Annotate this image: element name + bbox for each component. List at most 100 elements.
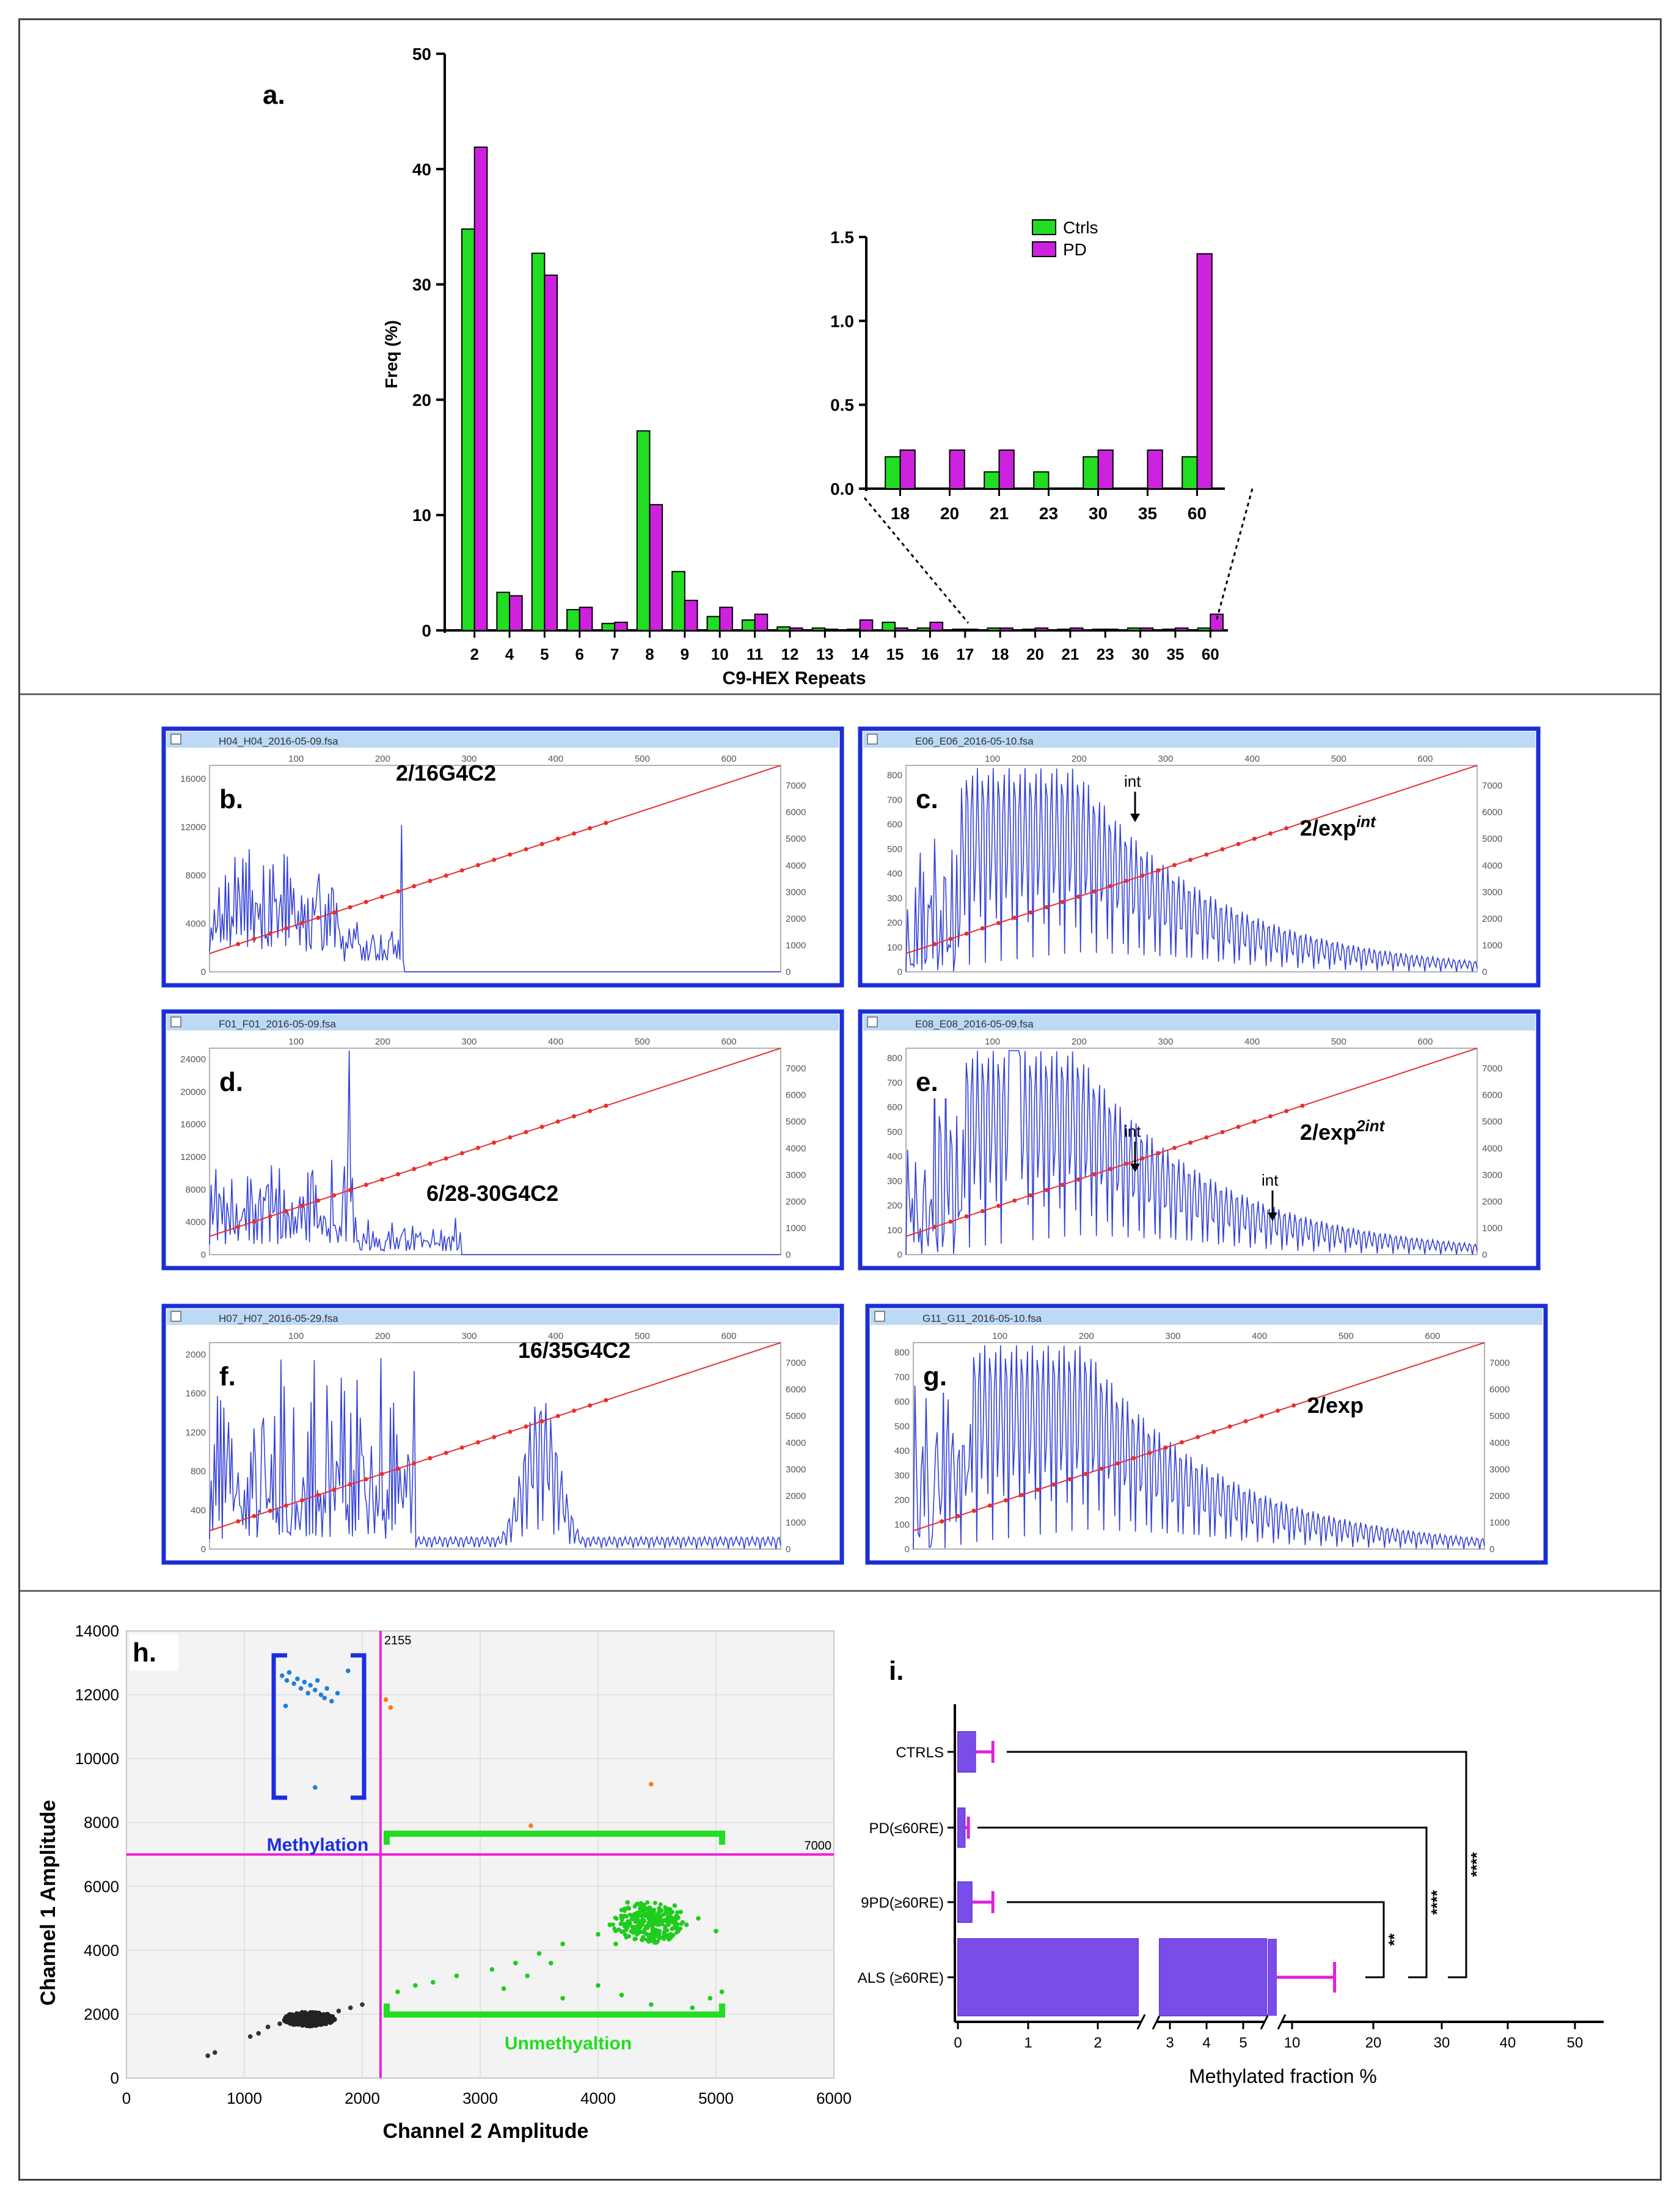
panel_f-size-dot bbox=[540, 1419, 544, 1423]
panel_g-right-tick: 7000 bbox=[1489, 1358, 1510, 1368]
panel_g-size-dot bbox=[972, 1509, 976, 1513]
panel_e-size-dot bbox=[948, 1219, 952, 1223]
panel_d-size-dot bbox=[444, 1156, 448, 1161]
panel_e-size-dot bbox=[1300, 1104, 1304, 1108]
panel_e-left-tick: 200 bbox=[887, 1201, 902, 1211]
panel_f-right-tick: 2000 bbox=[786, 1491, 806, 1501]
panel_d-top-tick: 400 bbox=[548, 1037, 563, 1047]
panel_b-size-dot bbox=[380, 894, 384, 899]
panel_c-top-tick: 500 bbox=[1331, 754, 1346, 764]
panel_d-right-tick: 3000 bbox=[786, 1170, 806, 1180]
panel_e-top-tick: 100 bbox=[985, 1037, 1000, 1047]
panel_f-top-tick: 300 bbox=[461, 1331, 477, 1341]
panel_b-top-tick: 600 bbox=[721, 754, 736, 764]
panel_c-left-tick: 800 bbox=[887, 770, 902, 781]
panel_c-top-tick: 100 bbox=[985, 754, 1000, 764]
panel_f-size-dot bbox=[268, 1509, 272, 1513]
panel_g-checkbox bbox=[875, 1311, 885, 1321]
panel_g-size-dot bbox=[1004, 1498, 1008, 1503]
panel_f-top-tick: 200 bbox=[375, 1331, 390, 1341]
panel_d-right-tick: 1000 bbox=[786, 1223, 806, 1233]
panel_c-size-dot bbox=[1124, 879, 1128, 883]
panel_b-size-dot bbox=[460, 868, 464, 872]
panel_d-filename: F01_F01_2016-05-09.fsa bbox=[219, 1018, 336, 1030]
panel_g-left-tick: 700 bbox=[894, 1372, 910, 1382]
panel_g-left-tick: 0 bbox=[905, 1544, 910, 1555]
panel_d-size-dot bbox=[492, 1140, 496, 1145]
panel_c-right-tick: 5000 bbox=[1482, 834, 1502, 844]
panel_c-right-tick: 3000 bbox=[1482, 887, 1502, 897]
panel_b-left-tick: 0 bbox=[201, 967, 206, 977]
panel_c-size-dot bbox=[1141, 873, 1145, 878]
panel_f-size-dot bbox=[604, 1398, 608, 1402]
panel_f-right-tick: 0 bbox=[786, 1544, 791, 1555]
panel_c-size-dot bbox=[1028, 910, 1032, 914]
panel_c-size-dot bbox=[1252, 837, 1257, 841]
panel_d-size-dot bbox=[588, 1109, 592, 1113]
panel_d-size-dot bbox=[316, 1198, 320, 1203]
panel_g-size-dot bbox=[1148, 1451, 1152, 1455]
panel_c-left-tick: 600 bbox=[887, 820, 902, 830]
panel_d-annotation: 6/28-30G4C2 bbox=[426, 1181, 558, 1206]
panel_e-arrow2-label: int bbox=[1262, 1171, 1279, 1189]
panel_c-group: E06_E06_2016-05-10.fsa 100 200 300 400 500 600… bbox=[860, 729, 1538, 985]
panel_f-size-dot bbox=[572, 1409, 576, 1413]
panel_g-size-dot bbox=[1227, 1424, 1232, 1429]
panel_b-size-dot bbox=[348, 905, 352, 910]
panel_g-top-tick: 200 bbox=[1079, 1331, 1094, 1341]
panel_d-top-tick: 500 bbox=[635, 1037, 650, 1047]
panel_c-arrow1-label: int bbox=[1124, 772, 1141, 790]
panel_c-left-tick: 400 bbox=[887, 869, 902, 879]
panel_e-right-tick: 2000 bbox=[1482, 1197, 1502, 1207]
panel_g-left-tick: 200 bbox=[894, 1495, 910, 1506]
panel_b-top-tick: 500 bbox=[635, 754, 650, 764]
panel_c-left-tick: 200 bbox=[887, 918, 902, 928]
panel_g-group: G11_G11_2016-05-10.fsa100 200 300 400 500 600… bbox=[867, 1306, 1546, 1563]
panel_c-size-dot bbox=[1045, 905, 1049, 910]
panel_e-arrow1-label: int bbox=[1124, 1122, 1141, 1140]
panel_b-size-dot bbox=[252, 936, 256, 941]
panel_g-size-dot bbox=[1291, 1403, 1296, 1407]
panel_f-top-tick: 100 bbox=[288, 1331, 304, 1341]
panel_b-right-tick: 5000 bbox=[786, 834, 806, 844]
panel_g-size-dot bbox=[1196, 1435, 1200, 1439]
panel_e-right-tick: 1000 bbox=[1482, 1223, 1502, 1233]
panel_g-left-tick: 800 bbox=[894, 1347, 910, 1358]
panel_d-top-tick: 200 bbox=[375, 1037, 390, 1047]
panel_b-size-dot bbox=[556, 837, 560, 841]
panel_c-right-tick: 2000 bbox=[1482, 914, 1502, 924]
panel_d-right-tick: 5000 bbox=[786, 1117, 806, 1127]
panel_d-label: d. bbox=[219, 1067, 243, 1097]
panel_d-top-tick: 100 bbox=[288, 1037, 304, 1047]
panel_f-size-dot bbox=[460, 1445, 464, 1450]
panel_b-right-tick: 0 bbox=[786, 967, 791, 977]
panel_g-size-dot bbox=[1035, 1487, 1040, 1492]
panel_c-size-dot bbox=[981, 926, 985, 930]
panel_e-top-tick: 200 bbox=[1072, 1037, 1087, 1047]
panel_c-size-dot bbox=[1156, 868, 1161, 872]
panel_f-left-tick: 2000 bbox=[186, 1350, 206, 1360]
panel_f-size-dot bbox=[556, 1414, 560, 1418]
panel_e-size-dot bbox=[1156, 1151, 1161, 1155]
panel_c-size-dot bbox=[1236, 842, 1241, 846]
panel_e-size-dot bbox=[1045, 1188, 1049, 1192]
panel_f-size-dot bbox=[492, 1435, 496, 1439]
panel_b-size-dot bbox=[540, 842, 544, 846]
panel_g-size-dot bbox=[1020, 1493, 1024, 1497]
panel_d-group: F01_F01_2016-05-09.fsa100 200 300 400 500 600… bbox=[164, 1012, 842, 1268]
panel_g-left-tick: 100 bbox=[894, 1520, 910, 1530]
panel_d-size-dot bbox=[508, 1135, 512, 1139]
panel_e-top-tick: 300 bbox=[1158, 1037, 1173, 1047]
panel_d-left-tick: 4000 bbox=[186, 1217, 206, 1228]
panel_f-label: f. bbox=[219, 1362, 236, 1391]
panel_d-size-dot bbox=[476, 1146, 480, 1150]
panel_b-size-dot bbox=[412, 884, 416, 888]
panel_d-plotarea bbox=[210, 1048, 781, 1255]
panel_b-right-tick: 6000 bbox=[786, 808, 806, 818]
panel_c-left-tick: 700 bbox=[887, 795, 902, 805]
panel_d-left-tick: 20000 bbox=[180, 1087, 206, 1097]
panel_g-size-dot bbox=[940, 1519, 944, 1523]
panel_c-size-dot bbox=[1012, 916, 1017, 920]
panel_c-filename: E06_E06_2016-05-10.fsa bbox=[915, 735, 1034, 747]
panel_c-top-tick: 200 bbox=[1072, 754, 1087, 764]
